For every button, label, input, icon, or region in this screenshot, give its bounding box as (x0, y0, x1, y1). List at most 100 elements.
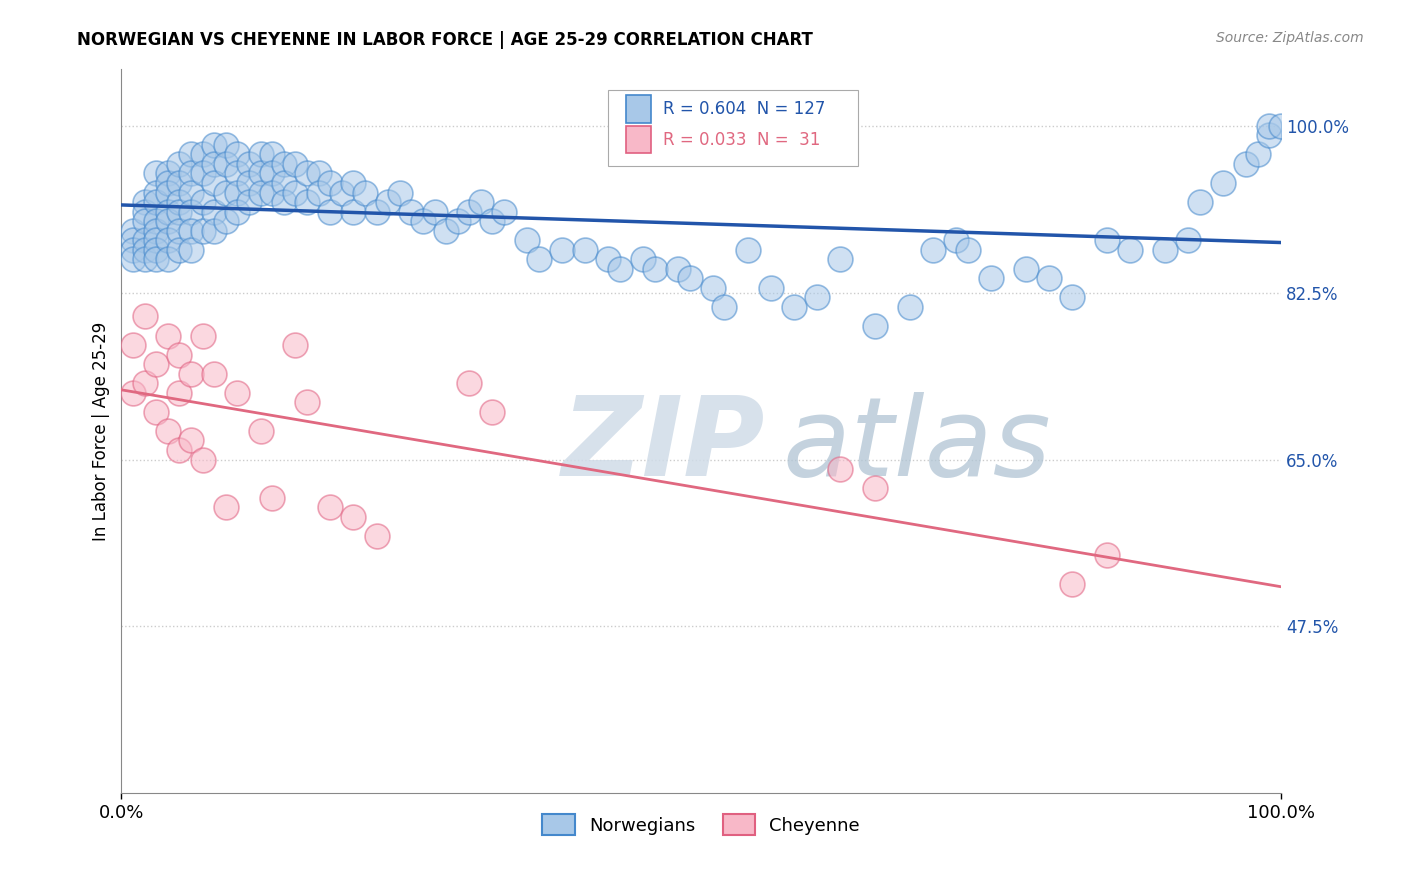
Point (1234, 157, 1257, 171)
Point (145, 243, 167, 257)
Point (366, 529, 388, 543)
Point (388, 186, 411, 200)
Point (122, 338, 145, 352)
Point (945, 233, 967, 247)
Point (423, 204, 446, 219)
Point (249, 424, 271, 438)
Point (156, 176, 179, 190)
Point (180, 434, 202, 448)
Point (830, 252, 852, 267)
Point (180, 224, 202, 238)
Point (458, 376, 481, 391)
Point (434, 224, 457, 238)
Point (249, 147, 271, 161)
Point (238, 195, 260, 210)
Point (598, 252, 620, 267)
Point (956, 243, 979, 257)
Point (516, 233, 538, 247)
Point (156, 424, 179, 438)
Point (145, 214, 167, 228)
Point (342, 176, 364, 190)
Point (284, 157, 307, 171)
Point (238, 176, 260, 190)
Point (226, 385, 249, 400)
Point (145, 166, 167, 180)
Point (180, 166, 202, 180)
Point (284, 338, 307, 352)
Point (1212, 176, 1234, 190)
Point (191, 195, 214, 210)
Point (262, 147, 284, 161)
Point (1258, 119, 1281, 133)
Point (156, 252, 179, 267)
Point (169, 157, 191, 171)
Point (169, 348, 191, 362)
Point (191, 166, 214, 180)
Point (180, 147, 202, 161)
Legend: Norwegians, Cheyenne: Norwegians, Cheyenne (543, 814, 860, 835)
Point (830, 462, 852, 476)
Point (169, 176, 191, 190)
Point (145, 252, 167, 267)
Text: atlas: atlas (782, 392, 1052, 499)
Point (759, 281, 782, 295)
Text: Source: ZipAtlas.com: Source: ZipAtlas.com (1216, 31, 1364, 45)
Point (447, 214, 470, 228)
Point (215, 186, 238, 200)
Point (169, 243, 191, 257)
Point (145, 405, 167, 419)
Point (308, 186, 330, 200)
Point (1015, 261, 1038, 276)
Point (249, 186, 271, 200)
Point (295, 395, 318, 409)
Point (180, 367, 202, 381)
Point (215, 500, 238, 515)
Point (644, 261, 666, 276)
Point (122, 243, 145, 257)
Point (226, 166, 249, 180)
Point (156, 214, 179, 228)
Point (262, 491, 284, 505)
Point (226, 204, 249, 219)
Point (284, 186, 307, 200)
Point (180, 186, 202, 200)
Point (551, 243, 574, 257)
Point (366, 204, 388, 219)
Point (1177, 233, 1199, 247)
Point (180, 204, 202, 219)
FancyBboxPatch shape (609, 90, 858, 167)
Point (1062, 576, 1084, 591)
Point (122, 233, 145, 247)
Point (342, 204, 364, 219)
Point (273, 176, 295, 190)
Point (202, 176, 225, 190)
Point (169, 385, 191, 400)
Point (377, 195, 399, 210)
Point (202, 157, 225, 171)
Point (134, 376, 156, 391)
Point (226, 147, 249, 161)
Point (169, 224, 191, 238)
Point (631, 252, 654, 267)
Text: NORWEGIAN VS CHEYENNE IN LABOR FORCE | AGE 25-29 CORRELATION CHART: NORWEGIAN VS CHEYENNE IN LABOR FORCE | A… (77, 31, 813, 49)
Point (922, 243, 945, 257)
Bar (626, 95, 651, 123)
Point (412, 214, 434, 228)
Point (134, 233, 156, 247)
Y-axis label: In Labor Force | Age 25-29: In Labor Force | Age 25-29 (93, 321, 110, 541)
Point (156, 186, 179, 200)
Point (1062, 290, 1084, 304)
Point (1154, 243, 1177, 257)
Point (134, 195, 156, 210)
Point (980, 271, 1002, 285)
Point (191, 452, 214, 467)
Point (145, 357, 167, 371)
Point (458, 204, 481, 219)
Point (702, 281, 724, 295)
Point (1095, 233, 1118, 247)
Point (215, 137, 238, 152)
Point (134, 243, 156, 257)
Point (354, 186, 377, 200)
Bar (626, 126, 651, 153)
Point (145, 224, 167, 238)
